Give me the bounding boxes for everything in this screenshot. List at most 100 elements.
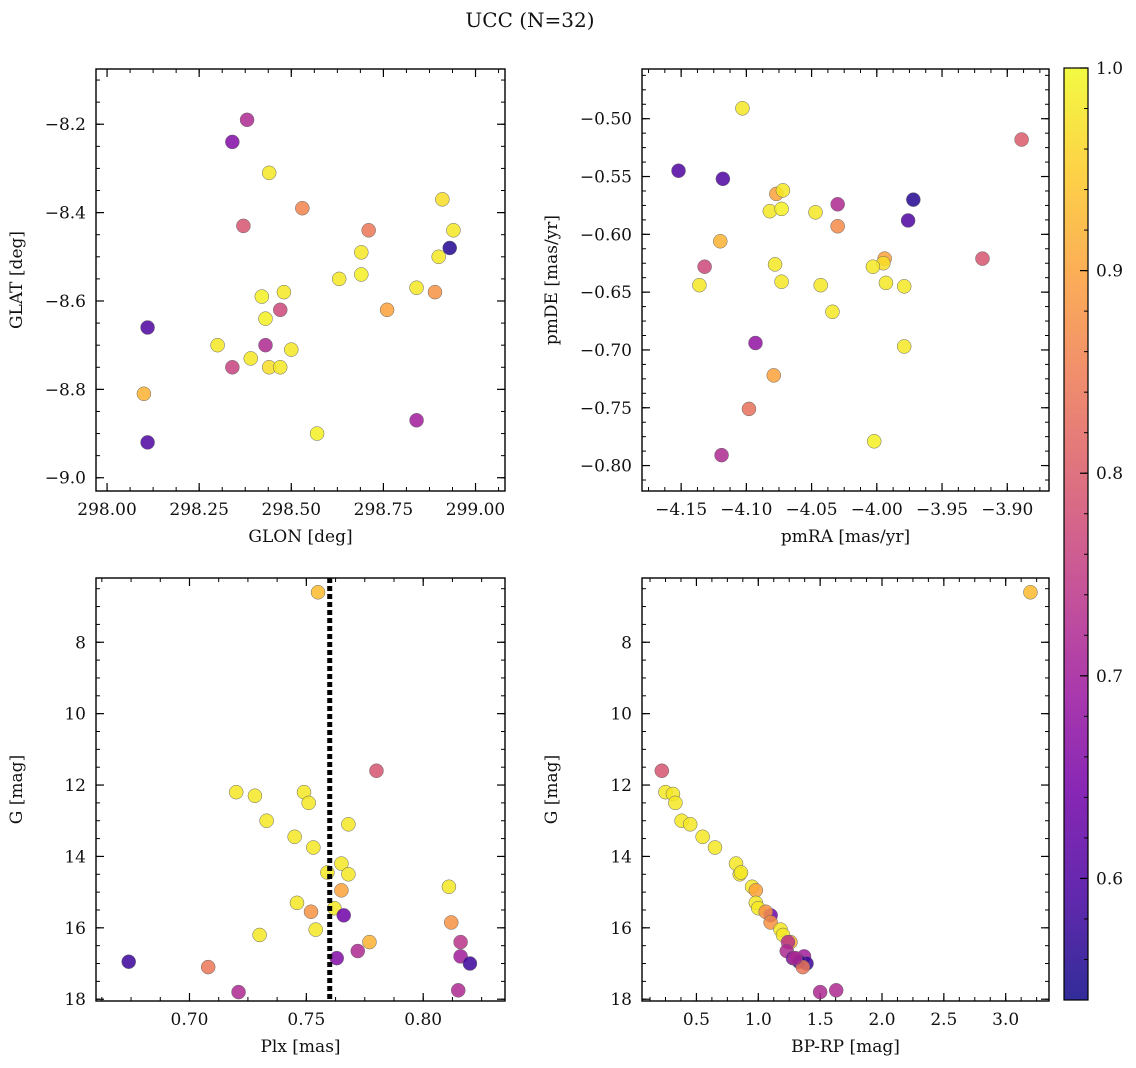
scatter-point [259,813,274,828]
scatter-point [828,983,844,998]
markers [121,585,478,1000]
x-tick-label: −3.95 [916,500,968,520]
scatter-point [1023,585,1038,600]
scatter-point [289,895,305,911]
markers [654,585,1038,1000]
scatter-point [896,339,912,354]
scatter-point [336,908,351,923]
scatter-point [258,311,273,326]
scatter-point [866,434,882,449]
y-axis-label: G [mag] [542,755,562,824]
axes-frame [95,68,506,492]
scatter-point [341,817,356,832]
scatter-point [975,251,990,266]
axes-frame [641,68,1050,492]
scatter-point [303,904,319,920]
scatter-point [334,856,349,871]
x-axis-label: GLON [deg] [248,527,352,547]
scatter-point [252,927,267,943]
scatter-point [748,883,764,898]
y-tick-label: 12 [610,776,632,796]
x-tick-label: 298.25 [169,500,228,520]
x-tick-label: 3.0 [992,1010,1019,1030]
y-axis-label: GLAT [deg] [7,231,27,329]
scatter-point [350,943,366,959]
scatter-point [453,934,468,950]
x-axis-label: Plx [mas] [260,1037,340,1057]
y-tick-label: 16 [610,919,632,939]
scatter-point [306,840,321,855]
y-tick-label: −8.2 [45,115,86,135]
y-tick-label: −0.65 [580,283,632,303]
y-tick-label: 10 [64,705,86,725]
scatter-point [247,788,263,803]
colorbar-tick-label: 0.9 [1096,262,1123,282]
scatter-point [435,192,450,207]
scatter-point [272,302,288,318]
scatter-point [692,277,707,293]
scatter-point [331,271,347,287]
y-tick-label: −8.4 [45,204,86,224]
scatter-point [284,342,299,357]
colorbar-gradient [1064,68,1088,1000]
axes-frame [641,577,1050,1002]
x-tick-label: 1.5 [807,1010,834,1030]
scatter-point [369,763,384,779]
scatter-point [748,335,763,351]
figure-title: UCC (N=32) [465,8,595,32]
y-axis-label: pmDE [mas/yr] [542,215,562,345]
x-tick-label: 2.5 [930,1010,957,1030]
x-tick-label: −4.15 [655,500,707,520]
scatter-point [272,360,288,375]
scatter-point [451,983,466,998]
scatter-point [276,284,292,300]
x-tick-label: −3.90 [981,500,1033,520]
markers [671,101,1029,463]
scatter-point [813,277,828,293]
scatter-point [361,223,376,238]
scatter-point [697,259,712,274]
x-tick-label: 0.70 [171,1010,209,1030]
scatter-point [830,197,845,212]
panel-plx-g: 0.70 0.75 0.80 8 10 12 14 16 18 Plx [mas] G [mag] [7,577,506,1057]
scatter-point [409,280,424,295]
scatter-point [228,784,244,800]
scatter-point [261,165,277,181]
x-tick-label: 299.00 [446,500,505,520]
y-axis-label: G [mag] [7,755,27,824]
scatter-point [309,426,325,441]
x-tick-label: −4.00 [851,500,903,520]
scatter-point [308,922,323,937]
colorbar-tick-label: 0.8 [1096,464,1123,484]
scatter-point [462,956,478,971]
y-tick-label: −9.0 [45,469,86,489]
y-tick-label: −0.80 [580,457,632,477]
scatter-point [695,829,710,845]
scatter-point [788,950,803,966]
scatter-point [774,274,789,289]
y-tick-label: 10 [610,705,632,725]
scatter-point [442,240,457,256]
scatter-point [682,817,698,832]
axes-frame [95,577,506,1002]
scatter-point [362,934,377,950]
panel-pmra-pmde: −4.15 −4.10 −4.05 −4.00 −3.95 −3.90 −0.50 −0.55… [542,68,1050,547]
scatter-point [200,959,216,975]
y-tick-label: −0.50 [580,110,632,130]
scatter-point [409,413,424,428]
scatter-point [354,245,369,260]
x-axis-label: BP-RP [mag] [791,1037,900,1057]
colorbar-tick-label: 1.0 [1096,59,1123,79]
y-tick-label: −0.70 [580,341,632,361]
scatter-point [741,401,757,417]
colorbar-tick-label: 0.6 [1096,869,1123,889]
scatter-point [668,795,683,811]
x-tick-label: 0.80 [404,1010,442,1030]
scatter-point [878,275,894,291]
scatter-point [714,447,729,463]
scatter-point [243,351,259,366]
scatter-point [733,865,749,880]
scatter-point [136,386,152,402]
y-tick-label: 8 [621,633,632,653]
